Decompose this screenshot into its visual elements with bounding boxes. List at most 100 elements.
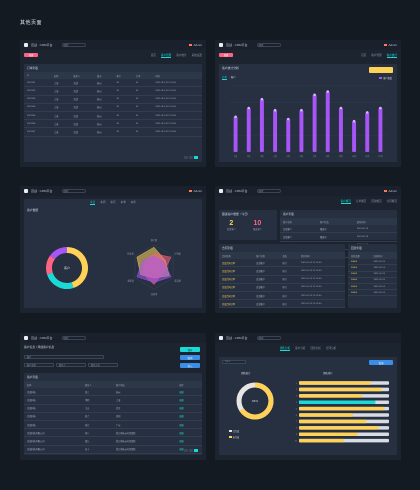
search-input[interactable]: 搜索 bbox=[61, 189, 86, 193]
user-menu[interactable]: Admin bbox=[384, 189, 397, 193]
table-cell: 30 bbox=[113, 95, 134, 104]
tab-3[interactable]: 系统设置 bbox=[191, 53, 202, 57]
tab-2[interactable]: 客户统计 bbox=[176, 53, 187, 57]
table-row[interactable]: 百战科技 赵六 深圳 编辑 bbox=[24, 412, 202, 421]
tab-0[interactable]: 首页 bbox=[361, 53, 367, 57]
tab-3[interactable]: 合同概况 bbox=[386, 199, 397, 203]
search-input[interactable]: 搜索 bbox=[61, 336, 86, 340]
table-row[interactable]: 百战合同订单 百战客户 执行 2021-01-13 12:12:00 bbox=[219, 266, 345, 276]
tab-1[interactable]: 订单概况 bbox=[355, 199, 367, 203]
tab-3[interactable]: 本季 bbox=[120, 201, 126, 204]
table-row[interactable]: 百战科技有限公司 孙八 浙江省杭州市西湖区 编辑 bbox=[24, 428, 202, 438]
sub-bar: 今日 本周 本月 本季 本年 bbox=[24, 199, 202, 206]
search-input[interactable]: 搜索 bbox=[61, 43, 86, 47]
table-cell: 吴十 bbox=[81, 445, 113, 454]
table-row[interactable]: 30000 2021-01-13 bbox=[348, 277, 397, 284]
table-row[interactable]: 30000 2021-01-13 bbox=[348, 264, 397, 272]
table-row[interactable]: 百战科技有限公司 吴十 浙江省杭州市西湖区 编辑 bbox=[24, 445, 202, 454]
tab-1[interactable]: 客户管理 bbox=[160, 53, 172, 58]
column-header: 操作 bbox=[176, 381, 202, 389]
tab-0[interactable]: 首页 bbox=[150, 53, 156, 57]
table-row[interactable]: 百战科技 王五 北京 编辑 bbox=[24, 404, 202, 413]
table-row[interactable]: 百战合同订单 百战客户 执行 2021-01-13 12:12:00 bbox=[219, 299, 345, 309]
tab-0[interactable]: 销售分析 bbox=[279, 346, 291, 351]
table-cell: 41 bbox=[133, 103, 153, 112]
hbar-chart: 1 2 3 4 5 6 7 8 9 10 bbox=[295, 381, 389, 442]
import-button[interactable]: 导入 bbox=[180, 363, 200, 368]
table-row[interactable]: 2021102 上海 百战 杭州 30 41 2021-01-13 12:12:00 bbox=[24, 86, 202, 96]
bar-cap-11 bbox=[379, 106, 382, 110]
table-row[interactable]: 百战科技 张三 杭州 编辑 bbox=[24, 388, 202, 397]
tab-0[interactable]: 订单 bbox=[222, 76, 227, 80]
hbar-0 bbox=[299, 381, 371, 385]
table-cell: 2021-01-13 12:12:00 bbox=[152, 111, 202, 121]
yellow-action-button[interactable] bbox=[369, 67, 393, 73]
bar-5 bbox=[299, 110, 304, 152]
ring-center: 66% bbox=[252, 399, 258, 403]
column-header: 客户地址 bbox=[112, 381, 177, 389]
hbar-6 bbox=[299, 419, 367, 424]
table-row[interactable]: 2021101 上海 百战 杭州 30 41 2021-01-13 12:12:00 bbox=[24, 79, 202, 88]
new-button[interactable]: 新建 bbox=[24, 53, 38, 57]
year-select[interactable]: 2021 bbox=[222, 360, 246, 364]
user-menu[interactable]: Admin bbox=[189, 43, 202, 47]
search-input[interactable]: 搜索 bbox=[256, 43, 281, 47]
page-title: 其他页面 bbox=[20, 20, 43, 26]
user-menu[interactable]: Admin bbox=[384, 43, 397, 47]
hbar-2 bbox=[299, 394, 362, 398]
table-row[interactable]: 百战科技 钱七 广州 编辑 bbox=[24, 420, 202, 430]
table-row[interactable]: 2021103 上海 百战 杭州 30 41 2021-01-13 12:12:00 bbox=[24, 95, 202, 104]
table-row[interactable]: 百战合同订单 百战客户 执行 2021-01-13 12:12:00 bbox=[219, 283, 345, 292]
table-row[interactable]: 百战科技有限公司 周九 浙江省杭州市西湖区 编辑 bbox=[24, 436, 202, 446]
new-button[interactable]: 新建 bbox=[219, 53, 233, 57]
table-row[interactable]: 30000 2021-01-13 bbox=[348, 289, 397, 297]
sub-bar: 新建 首页 客户管理 客户统计 系统设置 bbox=[20, 50, 206, 60]
tab-2[interactable]: 本月 bbox=[110, 201, 116, 204]
phone-field[interactable]: 联系方式 bbox=[88, 363, 118, 367]
tab-0[interactable]: 客户概况 bbox=[340, 199, 351, 204]
tab-1[interactable]: 客户管理 bbox=[371, 53, 382, 57]
pager[interactable] bbox=[184, 449, 198, 452]
tab-2[interactable]: 回款分析 bbox=[310, 346, 321, 350]
user-menu[interactable]: Admin bbox=[189, 189, 202, 193]
table-cell: 百战合同订单 bbox=[219, 299, 254, 309]
name-field[interactable]: 客户名称 bbox=[24, 363, 54, 367]
table-row[interactable]: 2021106 上海 百战 杭州 30 41 2021-01-13 12:12:00 bbox=[24, 119, 202, 129]
tab-1[interactable]: 本周 bbox=[100, 201, 106, 204]
pager[interactable] bbox=[184, 156, 198, 159]
table-cell: 上海 bbox=[112, 395, 177, 405]
save-button[interactable]: 保存 bbox=[180, 347, 200, 352]
cancel-button[interactable]: 取消 bbox=[180, 355, 200, 360]
radar-label: 订单数 bbox=[174, 252, 181, 256]
search-input[interactable]: 搜索 bbox=[256, 336, 281, 340]
table-row[interactable]: 百战合同订单 百战客户 执行 2021-01-13 12:12:00 bbox=[219, 259, 345, 268]
tab-1[interactable]: 客户分析 bbox=[295, 346, 306, 350]
table-row[interactable]: 百战合同订单 百战客户 执行 2021-01-13 12:12:00 bbox=[219, 291, 345, 301]
table-cell: 赵六 bbox=[81, 412, 113, 421]
table-row[interactable]: 百战合同订单 百战客户 执行 2021-01-13 12:12:00 bbox=[219, 275, 345, 284]
tab-3[interactable]: 合同分析 bbox=[325, 346, 337, 350]
table-row[interactable]: 百战科技 李四 上海 编辑 bbox=[24, 395, 202, 405]
table-row[interactable]: 2021104 上海 百战 杭州 30 41 2021-01-13 12:12:00 bbox=[24, 103, 202, 112]
tab-0[interactable]: 今日 bbox=[90, 201, 96, 205]
table-row[interactable]: 30000 2021-01-13 bbox=[348, 283, 397, 291]
tab-2[interactable]: 回款概况 bbox=[371, 199, 382, 203]
tab-2[interactable]: 客户统计 bbox=[386, 53, 397, 58]
table-row[interactable]: 30000 2021-01-13 bbox=[348, 271, 397, 278]
contact-field[interactable]: 联系人 bbox=[56, 363, 86, 367]
table-cell: 执行 bbox=[279, 266, 298, 276]
order-panel: 订单列表 ID 名称 联系人 城市 客户 订单 时间 2021101 上海 百战 杭州 30 41 202… bbox=[24, 64, 202, 162]
table-cell: 2021103 bbox=[24, 95, 51, 104]
table-row[interactable]: 2021105 上海 百战 杭州 30 41 2021-01-13 12:12:00 bbox=[24, 111, 202, 121]
query-button[interactable]: 查询 bbox=[369, 360, 393, 365]
tab-1[interactable]: 客户 bbox=[230, 76, 236, 79]
column-header: 名称 bbox=[50, 72, 71, 80]
search-input[interactable]: 搜索 bbox=[256, 189, 281, 193]
avatar-icon bbox=[189, 190, 193, 192]
table-row[interactable]: 2021107 上海 百战 杭州 30 41 2021-01-13 12:12:00 bbox=[24, 127, 202, 137]
client-field[interactable]: 客户 bbox=[24, 355, 104, 359]
table-row[interactable]: 30000 2021-01-13 bbox=[348, 259, 397, 266]
tab-4[interactable]: 本年 bbox=[130, 201, 136, 204]
